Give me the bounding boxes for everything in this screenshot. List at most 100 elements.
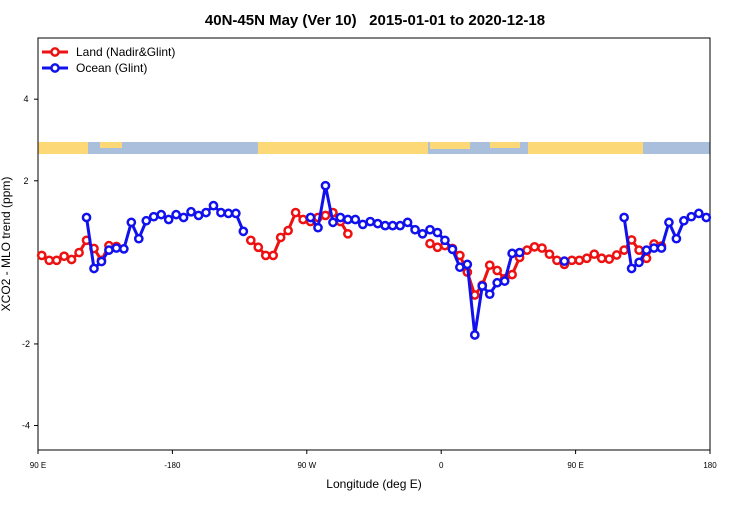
data-point <box>81 212 92 223</box>
legend-marker <box>50 63 60 73</box>
data-point <box>634 257 644 268</box>
data-point <box>163 214 174 225</box>
data-point <box>343 214 353 225</box>
data-point <box>589 249 600 260</box>
data-point <box>664 217 674 228</box>
x-tick-label: -180 <box>164 461 181 470</box>
data-point <box>574 255 585 266</box>
data-point <box>156 209 167 220</box>
data-point <box>96 256 107 267</box>
data-point <box>507 269 517 280</box>
data-point <box>328 217 338 228</box>
data-point <box>320 210 331 221</box>
data-point <box>619 212 629 223</box>
data-point <box>186 206 196 217</box>
data-point <box>89 263 99 274</box>
x-axis-title: Longitude (deg E) <box>326 477 421 491</box>
data-point <box>679 215 689 226</box>
data-point <box>469 330 480 340</box>
data-point <box>59 251 69 262</box>
data-point <box>507 248 517 259</box>
x-tick-label: 180 <box>703 461 717 470</box>
data-point <box>656 243 667 253</box>
data-point <box>178 212 189 223</box>
data-point <box>350 214 361 225</box>
data-point <box>417 228 428 239</box>
data-point <box>693 208 704 219</box>
data-point <box>171 209 181 220</box>
y-tick-label: -2 <box>22 339 30 349</box>
data-point <box>365 216 376 227</box>
data-point <box>492 265 503 276</box>
data-point <box>343 228 353 239</box>
data-point <box>104 245 114 255</box>
data-point <box>514 247 525 258</box>
data-point <box>544 249 555 260</box>
data-point <box>245 235 256 246</box>
data-point <box>641 245 652 255</box>
data-point <box>402 217 413 228</box>
data-point <box>231 208 241 219</box>
legend-marker <box>50 47 60 57</box>
data-point <box>320 180 331 191</box>
data-point <box>119 244 129 254</box>
legend-label: Land (Nadir&Glint) <box>76 45 175 59</box>
data-point <box>410 224 420 235</box>
data-point <box>111 243 122 253</box>
data-point <box>425 238 435 249</box>
x-tick-label: 90 E <box>30 461 46 470</box>
chart-title: 40N-45N May (Ver 10) 2015-01-01 to 2020-… <box>205 12 545 29</box>
data-point <box>447 244 458 255</box>
data-point <box>567 255 577 266</box>
data-point <box>619 245 629 255</box>
data-point <box>44 255 55 266</box>
data-point <box>537 243 547 253</box>
data-point <box>425 224 435 235</box>
data-point <box>611 250 622 260</box>
data-point <box>133 233 144 244</box>
data-point <box>484 289 495 300</box>
data-point <box>701 212 712 223</box>
data-point <box>455 262 465 273</box>
data-point <box>74 247 84 258</box>
data-point <box>604 254 615 264</box>
data-point <box>440 235 450 246</box>
data-point <box>238 226 249 237</box>
data-point <box>223 208 234 219</box>
data-point <box>626 263 637 274</box>
data-point <box>387 220 398 231</box>
x-tick-label: 90 W <box>297 461 316 470</box>
data-point <box>141 215 152 226</box>
data-point <box>462 259 473 270</box>
data-point <box>372 218 383 229</box>
x-tick-label: 90 E <box>567 461 583 470</box>
data-point <box>432 242 443 253</box>
data-point <box>559 256 570 266</box>
y-axis-title: XCO2 - MLO trend (ppm) <box>0 177 13 312</box>
data-point <box>298 214 308 225</box>
data-point <box>552 255 562 266</box>
data-point <box>126 217 137 228</box>
data-point <box>432 227 443 238</box>
data-point <box>529 242 540 252</box>
data-point <box>290 207 301 218</box>
data-point <box>581 253 592 264</box>
data-point <box>395 220 405 231</box>
data-point <box>522 245 532 255</box>
data-point <box>275 232 286 243</box>
data-point <box>357 219 368 230</box>
data-point <box>193 210 204 221</box>
data-point <box>268 250 279 261</box>
data-point <box>686 211 697 222</box>
data-point <box>260 250 271 261</box>
data-point <box>51 255 62 266</box>
data-point <box>671 233 682 244</box>
y-tick-label: 2 <box>23 176 28 186</box>
data-point <box>36 250 47 261</box>
data-point <box>216 207 226 218</box>
data-point <box>484 260 495 271</box>
data-point <box>380 220 391 231</box>
data-point <box>208 200 219 211</box>
data-point <box>492 277 503 288</box>
